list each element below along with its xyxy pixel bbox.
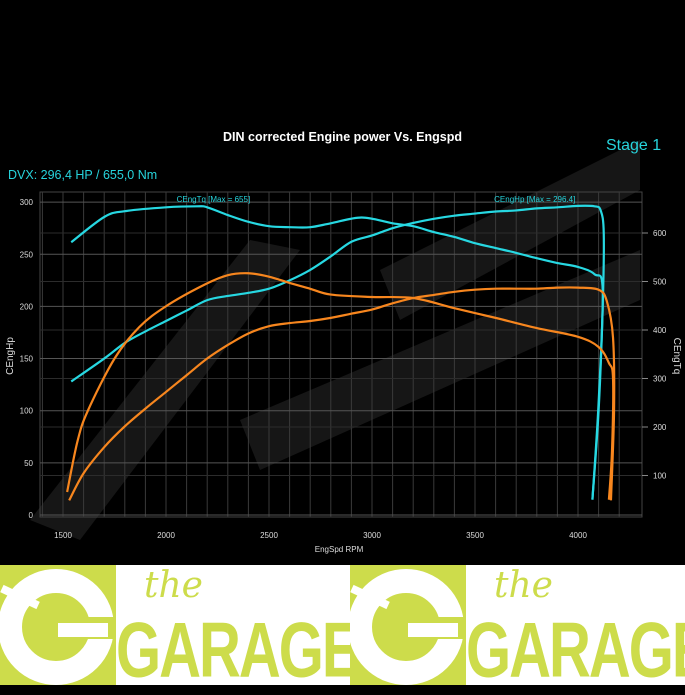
dvx-summary: DVX: 296,4 HP / 655,0 Nm (8, 168, 158, 182)
y-tick-label: 50 (24, 459, 33, 468)
y-tick-label: 200 (20, 302, 34, 311)
y-tick-label: 150 (20, 355, 34, 364)
dvx-watermark (30, 140, 640, 540)
y2-tick-label: 300 (653, 375, 667, 384)
garage-g-logo-2 (348, 565, 470, 685)
annotation-tq-max: CEngTq [Max = 655] (177, 195, 251, 204)
plot-area (39, 191, 643, 518)
y2-tick-label: 100 (653, 472, 667, 481)
y-tick-label: 0 (29, 511, 34, 520)
y2-tick-label: 600 (653, 229, 667, 238)
y2-tick-label: 200 (653, 423, 667, 432)
y2-tick-label: 500 (653, 278, 667, 287)
series-stock-cenghp (68, 286, 616, 501)
logo-garage: GARAGE (116, 606, 361, 695)
x-tick-label: 4000 (569, 531, 587, 540)
stage-label: Stage 1 (606, 137, 662, 154)
x-tick-label: 2000 (157, 531, 175, 540)
x-tick-label: 1500 (54, 531, 72, 540)
grid (40, 192, 642, 517)
x-tick-label: 2500 (260, 531, 278, 540)
x-axis-label: EngSpd RPM (315, 545, 364, 554)
series-tuned-cenghp (70, 204, 605, 500)
y-tick-label: 300 (20, 198, 34, 207)
y2-tick-label: 400 (653, 326, 667, 335)
annotation-hp-max: CEngHp [Max = 296.4] (494, 195, 575, 204)
garage-g-logo (0, 565, 120, 685)
series-stock-cengtq (66, 272, 615, 500)
y2-axis-label: CEngTq (671, 338, 682, 375)
logo-the-2: the (494, 565, 553, 606)
y-axis-label: CEngHp (5, 337, 16, 375)
y-tick-label: 100 (20, 407, 34, 416)
logo-garage-2: GARAGE (466, 606, 685, 695)
series-tuned-cengtq (70, 205, 604, 500)
axes: 0 50 100 150 200 250 300 100 200 300 400 500 600 1500… (20, 198, 667, 540)
x-tick-label: 3000 (363, 531, 381, 540)
chart-title: DIN corrected Engine power Vs. Engspd (223, 130, 462, 144)
garage-wordmark-2: the GARAGE (466, 565, 685, 694)
y-tick-label: 250 (20, 250, 34, 259)
x-tick-label: 3500 (466, 531, 484, 540)
series-group (66, 204, 616, 501)
garage-wordmark: the GARAGE (116, 565, 361, 694)
logo-the: the (144, 565, 203, 606)
